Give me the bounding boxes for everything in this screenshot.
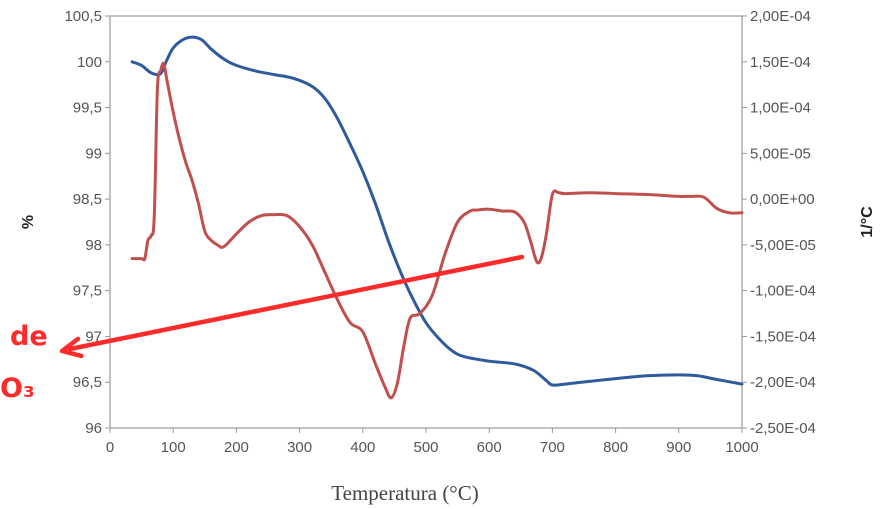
series-line-dtg: [130, 61, 744, 400]
x-axis-ticks: 0 100 200 300 400 500 600 700 800 900 1000: [106, 428, 759, 456]
right-tick-label: -2,00E-04: [750, 374, 816, 391]
right-tick-label: -2,50E-04: [750, 420, 816, 437]
left-tick-label: 99: [85, 145, 102, 162]
x-axis-title: Temperatura (°C): [331, 481, 478, 505]
right-tick-label: 2,00E-04: [750, 8, 811, 25]
series-line-tga: [130, 35, 744, 387]
left-tick-label: 96: [85, 420, 102, 437]
left-tick-label: 97,5: [73, 283, 102, 300]
right-tick-label: -1,00E-04: [750, 283, 816, 300]
left-tick-label: 100: [77, 54, 102, 71]
plot-area-border: [109, 15, 743, 429]
x-tick-label: 1000: [725, 439, 758, 456]
left-tick-label: 99,5: [73, 100, 102, 117]
arrow-shaft: [67, 254, 525, 352]
x-tick-label: 900: [666, 439, 691, 456]
left-tick-label: 100,5: [64, 8, 102, 25]
right-tick-label: -1,50E-04: [750, 328, 816, 345]
plot-frame: [109, 15, 743, 429]
left-tick-label: 96,5: [73, 374, 102, 391]
x-tick-label: 700: [540, 439, 565, 456]
series-group: [130, 35, 744, 400]
right-tick-label: 0,00E+00: [750, 191, 815, 208]
right-tick-label: 1,00E-04: [750, 100, 811, 117]
right-tick-label: -5,00E-05: [750, 237, 816, 254]
left-tick-label: 98,5: [73, 191, 102, 208]
x-tick-label: 300: [287, 439, 312, 456]
annotation-arrow: [59, 254, 525, 359]
x-tick-label: 800: [603, 439, 628, 456]
arrow-head: [59, 336, 84, 359]
left-tick-label: 98: [85, 237, 102, 254]
y-axis-right-title: 1/°C: [859, 206, 876, 238]
annotation-text-line2: O₃: [0, 373, 35, 404]
right-tick-label: 1,50E-04: [750, 54, 811, 71]
x-tick-label: 0: [106, 439, 114, 456]
right-tick-label: 5,00E-05: [750, 145, 811, 162]
annotation-text-line1: de: [10, 321, 48, 352]
x-tick-label: 600: [477, 439, 502, 456]
y-axis-left-title: %: [20, 215, 37, 229]
right-axis-ticks: -2,50E-04 -2,00E-04 -1,50E-04 -1,00E-04 -5,0…: [742, 8, 816, 437]
x-tick-label: 100: [161, 439, 186, 456]
x-tick-label: 200: [224, 439, 249, 456]
x-tick-label: 400: [350, 439, 375, 456]
x-tick-label: 500: [413, 439, 438, 456]
